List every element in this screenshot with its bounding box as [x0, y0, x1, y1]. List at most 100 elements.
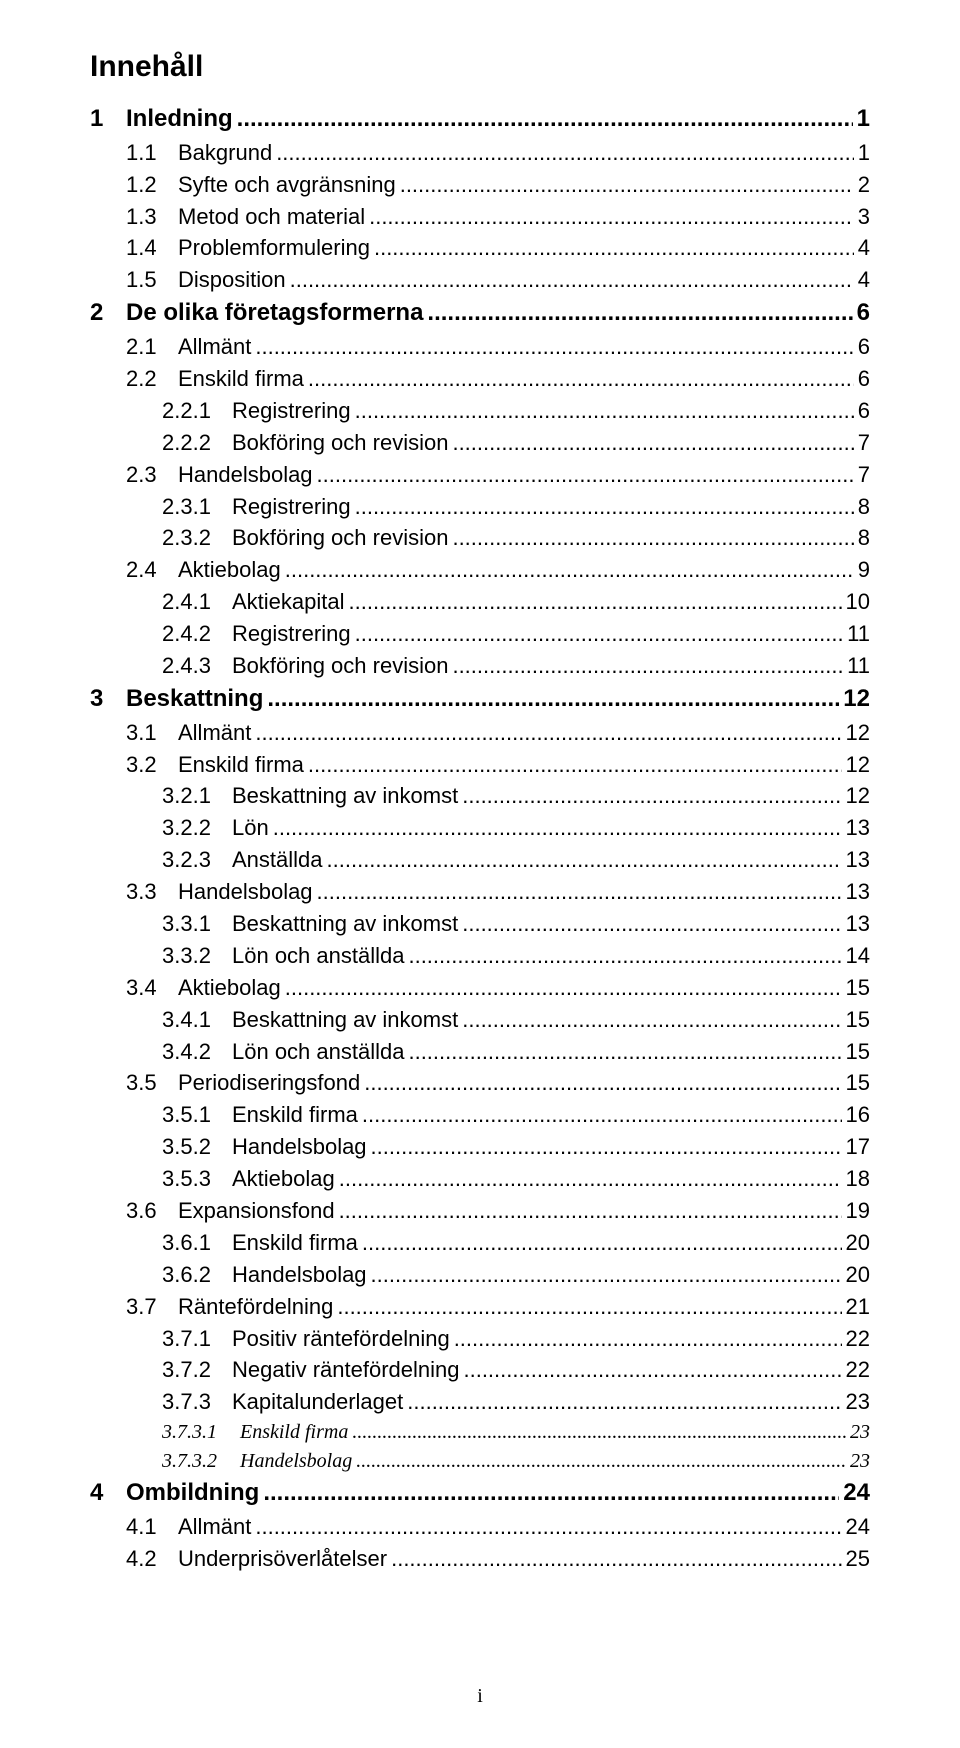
toc-entry-title: Anställda	[232, 847, 323, 872]
toc-leader-dots: ........................................…	[255, 1511, 841, 1543]
toc-entry-title: Problemformulering	[178, 235, 370, 260]
toc-entry-number: 2.3.2	[162, 522, 232, 554]
toc-entry-label: 3.5Periodiseringsfond	[126, 1067, 360, 1099]
toc-entry: 3.6Expansionsfond.......................…	[126, 1195, 870, 1227]
toc-leader-dots: ........................................…	[462, 1004, 841, 1036]
toc-entry-title: Underprisöverlåtelser	[178, 1546, 387, 1571]
toc-entry: 3.3Handelsbolag.........................…	[126, 876, 870, 908]
toc-leader-dots: ........................................…	[267, 682, 839, 717]
toc-leader-dots: ........................................…	[337, 1291, 841, 1323]
toc-entry-title: Enskild firma	[232, 1102, 358, 1127]
toc-entry: 1.5Disposition..........................…	[126, 264, 870, 296]
toc-entry-label: 4Ombildning	[90, 1476, 259, 1511]
toc-entry-number: 3.3.1	[162, 908, 232, 940]
toc-entry-title: Enskild firma	[240, 1421, 348, 1443]
toc-title: Innehåll	[90, 50, 870, 84]
toc-entry-number: 3.3	[126, 876, 178, 908]
toc-entry-title: Handelsbolag	[178, 462, 313, 487]
toc-entry-number: 2.1	[126, 331, 178, 363]
toc-entry-number: 3.2.2	[162, 812, 232, 844]
toc-leader-dots: ........................................…	[317, 459, 854, 491]
toc-entry-number: 3.2.3	[162, 844, 232, 876]
toc-leader-dots: ........................................…	[408, 1036, 841, 1068]
toc-entry-label: 2.4.2Registrering	[162, 618, 351, 650]
toc-entry: 1Inledning..............................…	[90, 102, 870, 137]
toc-entry: 4.2Underprisöverlåtelser................…	[126, 1543, 870, 1575]
toc-leader-dots: ........................................…	[327, 844, 842, 876]
toc-entry-label: 2.3Handelsbolag	[126, 459, 313, 491]
toc-entry: 1.2Syfte och avgränsning................…	[126, 169, 870, 201]
toc-entry-title: Räntefördelning	[178, 1294, 333, 1319]
toc-entry-label: 3.7.3Kapitalunderlaget	[162, 1386, 403, 1418]
toc-entry-page: 11	[847, 618, 870, 650]
toc-entry-page: 15	[846, 1036, 870, 1068]
toc-entry-label: 3.3.2Lön och anställda	[162, 940, 404, 972]
toc-entry-page: 12	[843, 682, 870, 717]
toc-entry-label: 3.6.2Handelsbolag	[162, 1259, 367, 1291]
toc-leader-dots: ........................................…	[339, 1195, 842, 1227]
toc-entry-label: 1.1Bakgrund	[126, 137, 272, 169]
toc-entry: 2.4.3Bokföring och revision.............…	[162, 650, 870, 682]
toc-leader-dots: ........................................…	[308, 363, 854, 395]
toc-entry-number: 3.7.1	[162, 1323, 232, 1355]
toc-entry-page: 10	[846, 586, 870, 618]
toc-entry-title: Enskild firma	[178, 752, 304, 777]
toc-leader-dots: ........................................…	[263, 1476, 839, 1511]
toc-entry-label: 3.7Räntefördelning	[126, 1291, 333, 1323]
toc-entry-label: 3.3.1Beskattning av inkomst	[162, 908, 458, 940]
toc-entry: 2.4.1Aktiekapital.......................…	[162, 586, 870, 618]
toc-entry: 3.2.1Beskattning av inkomst.............…	[162, 780, 870, 812]
toc-entry-number: 1.4	[126, 232, 178, 264]
toc-entry-title: Inledning	[126, 105, 233, 132]
toc-entry-label: 2.1Allmänt	[126, 331, 251, 363]
toc-entry-label: 3.6Expansionsfond	[126, 1195, 335, 1227]
toc-entry-title: Aktiekapital	[232, 589, 345, 614]
toc-entry-number: 2	[90, 296, 126, 331]
toc-entry-title: Lön och anställda	[232, 1039, 404, 1064]
toc-entry-title: Beskattning av inkomst	[232, 911, 458, 936]
toc-entry: 1.1Bakgrund.............................…	[126, 137, 870, 169]
toc-entry-title: Lön	[232, 815, 269, 840]
toc-entry-page: 6	[858, 363, 870, 395]
toc-entry: 3.7.3Kapitalunderlaget..................…	[162, 1386, 870, 1418]
toc-entry: 1.3Metod och material...................…	[126, 201, 870, 233]
toc-entry-page: 19	[846, 1195, 870, 1227]
toc-entry-page: 12	[846, 749, 870, 781]
toc-entry-label: 3.4.2Lön och anställda	[162, 1036, 404, 1068]
toc-leader-dots: ........................................…	[339, 1163, 842, 1195]
toc-leader-dots: ........................................…	[276, 137, 854, 169]
toc-entry-title: Negativ räntefördelning	[232, 1357, 459, 1382]
toc-entry-page: 17	[846, 1131, 870, 1163]
toc-leader-dots: ........................................…	[407, 1386, 841, 1418]
toc-leader-dots: ........................................…	[362, 1099, 842, 1131]
toc-entry-label: 3.7.3.2Handelsbolag	[162, 1447, 352, 1476]
toc-entry-number: 4	[90, 1476, 126, 1511]
toc-entry-page: 11	[847, 650, 870, 682]
toc-entry: 3.2.3Anställda..........................…	[162, 844, 870, 876]
toc-leader-dots: ........................................…	[255, 717, 841, 749]
toc-entry-page: 7	[858, 427, 870, 459]
toc-entry-title: Enskild firma	[232, 1230, 358, 1255]
toc-entry-page: 7	[858, 459, 870, 491]
toc-entry-title: Allmänt	[178, 720, 251, 745]
toc-entry-title: Expansionsfond	[178, 1198, 335, 1223]
toc-entry-page: 3	[858, 201, 870, 233]
toc-entry: 3.3.1Beskattning av inkomst.............…	[162, 908, 870, 940]
toc-entry: 3.4Aktiebolag...........................…	[126, 972, 870, 1004]
toc-entry: 2.4.2Registrering.......................…	[162, 618, 870, 650]
toc-entry-label: 1.5Disposition	[126, 264, 286, 296]
toc-entry-page: 20	[846, 1259, 870, 1291]
toc-leader-dots: ........................................…	[463, 1354, 841, 1386]
toc-entry-title: Positiv räntefördelning	[232, 1326, 450, 1351]
toc-entry-page: 4	[858, 232, 870, 264]
toc-leader-dots: ........................................…	[452, 650, 843, 682]
toc-entry-page: 21	[846, 1291, 870, 1323]
toc-entry-label: 3.5.2Handelsbolag	[162, 1131, 367, 1163]
toc-entry-number: 3.4.2	[162, 1036, 232, 1068]
toc-entry-title: Registrering	[232, 398, 351, 423]
toc-entry: 2.2.1Registrering.......................…	[162, 395, 870, 427]
toc-entry-label: 3.6.1Enskild firma	[162, 1227, 358, 1259]
toc-entry-title: Bokföring och revision	[232, 653, 448, 678]
toc-leader-dots: ........................................…	[355, 618, 844, 650]
toc-leader-dots: ........................................…	[454, 1323, 842, 1355]
